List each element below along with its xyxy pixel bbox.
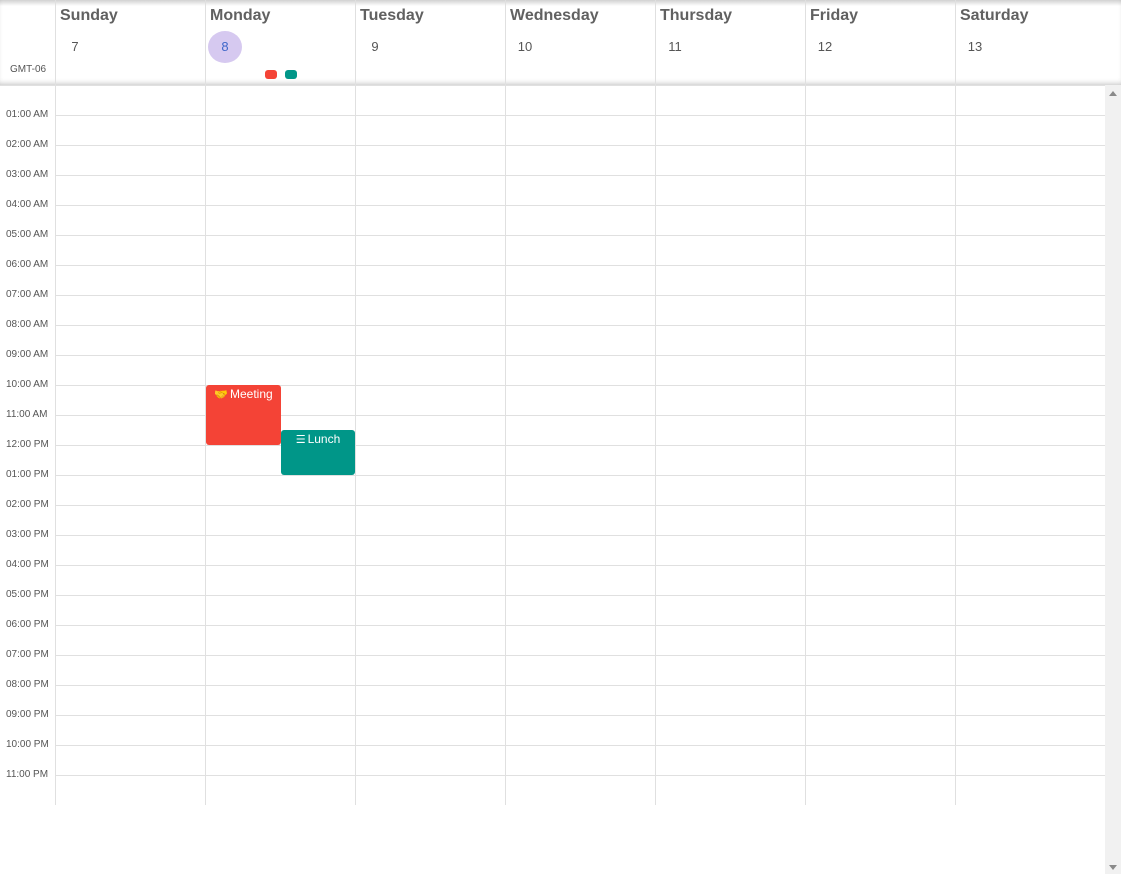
hour-gridline xyxy=(55,385,1105,386)
day-number[interactable]: 7 xyxy=(71,39,79,54)
day-column-saturday xyxy=(955,85,956,805)
day-header-tuesday[interactable]: Tuesday 9 xyxy=(355,0,505,85)
day-column-wednesday xyxy=(505,85,506,805)
time-label: 09:00 AM xyxy=(6,349,49,360)
day-number[interactable]: 9 xyxy=(371,39,379,54)
calendar-header: GMT-06 Sunday 7 Monday 8 Tuesday 9 Wedne… xyxy=(0,0,1121,86)
time-label: 08:00 PM xyxy=(6,679,49,690)
day-number[interactable]: 12 xyxy=(817,39,833,54)
time-label: 02:00 AM xyxy=(6,139,49,150)
time-grid[interactable]: 🤝 Meeting ☰ Lunch 01:00 AM 02:00 AM 03:00 AM… xyxy=(0,85,1105,805)
day-header-saturday[interactable]: Saturday 13 xyxy=(955,0,1105,85)
hour-gridline xyxy=(55,145,1105,146)
hour-gridline xyxy=(55,655,1105,656)
hour-gridline xyxy=(55,265,1105,266)
time-label: 07:00 AM xyxy=(6,289,49,300)
hour-gridline xyxy=(55,205,1105,206)
day-number[interactable]: 11 xyxy=(668,39,682,54)
vertical-scrollbar[interactable] xyxy=(1105,85,1121,874)
hour-gridline xyxy=(55,535,1105,536)
day-header-wednesday[interactable]: Wednesday 10 xyxy=(505,0,655,85)
hour-gridline xyxy=(55,415,1105,416)
time-label: 01:00 AM xyxy=(6,109,49,120)
scroll-up-icon[interactable] xyxy=(1109,91,1117,96)
time-label: 01:00 PM xyxy=(6,469,49,480)
day-column-sunday xyxy=(55,85,56,805)
header-shadow xyxy=(0,0,1121,6)
day-name: Wednesday xyxy=(510,7,599,24)
meeting-indicator-dot[interactable] xyxy=(265,70,277,79)
time-label: 05:00 AM xyxy=(6,229,49,240)
timezone-label: GMT-06 xyxy=(10,64,47,75)
day-header-sunday[interactable]: Sunday 7 xyxy=(55,0,205,85)
day-column-monday xyxy=(205,85,206,805)
hour-gridline xyxy=(55,685,1105,686)
hour-gridline xyxy=(55,325,1105,326)
time-label: 02:00 PM xyxy=(6,499,49,510)
hour-gridline xyxy=(55,115,1105,116)
day-column-thursday xyxy=(655,85,656,805)
hour-gridline xyxy=(55,595,1105,596)
time-label: 05:00 PM xyxy=(6,589,49,600)
time-label: 12:00 PM xyxy=(6,439,49,450)
hour-gridline xyxy=(55,175,1105,176)
event-lunch[interactable]: ☰ Lunch xyxy=(281,430,355,475)
day-name: Friday xyxy=(810,7,859,24)
day-name: Saturday xyxy=(960,7,1029,24)
day-name: Monday xyxy=(210,7,271,24)
hour-gridline xyxy=(55,475,1105,476)
time-label: 04:00 PM xyxy=(6,559,49,570)
time-label: 11:00 PM xyxy=(6,769,49,780)
day-number-today[interactable]: 8 xyxy=(208,31,242,63)
hour-gridline xyxy=(55,745,1105,746)
time-label: 04:00 AM xyxy=(6,199,49,210)
event-meeting[interactable]: 🤝 Meeting xyxy=(206,385,281,445)
day-header-monday[interactable]: Monday 8 xyxy=(205,0,355,85)
time-label: 10:00 PM xyxy=(6,739,49,750)
day-column-friday xyxy=(805,85,806,805)
hour-gridline xyxy=(55,505,1105,506)
time-label: 09:00 PM xyxy=(6,709,49,720)
hour-gridline xyxy=(55,715,1105,716)
hour-gridline xyxy=(55,565,1105,566)
time-label: 03:00 AM xyxy=(6,169,49,180)
day-number[interactable]: 13 xyxy=(967,39,983,54)
hour-gridline xyxy=(55,235,1105,236)
time-label: 06:00 AM xyxy=(6,259,49,270)
time-label: 03:00 PM xyxy=(6,529,49,540)
time-label: 06:00 PM xyxy=(6,619,49,630)
day-header-thursday[interactable]: Thursday 11 xyxy=(655,0,805,85)
time-label: 10:00 AM xyxy=(6,379,49,390)
event-title: Lunch xyxy=(307,432,341,446)
lunch-indicator-dot[interactable] xyxy=(285,70,297,79)
time-label: 08:00 AM xyxy=(6,319,49,330)
day-name: Thursday xyxy=(660,7,733,24)
hour-gridline xyxy=(55,775,1105,776)
scroll-down-icon[interactable] xyxy=(1109,865,1117,870)
hour-gridline xyxy=(55,625,1105,626)
day-name: Tuesday xyxy=(360,7,424,24)
day-header-friday[interactable]: Friday 12 xyxy=(805,0,955,85)
day-name: Sunday xyxy=(60,7,118,24)
hour-gridline xyxy=(55,445,1105,446)
day-column-tuesday xyxy=(355,85,356,805)
hour-gridline xyxy=(55,355,1105,356)
event-title: Meeting xyxy=(230,387,273,401)
hour-gridline xyxy=(55,295,1105,296)
burger-icon: ☰ xyxy=(295,434,306,446)
handshake-icon: 🤝 xyxy=(214,389,228,401)
time-label: 11:00 AM xyxy=(6,409,48,420)
day-number[interactable]: 10 xyxy=(517,39,533,54)
time-label: 07:00 PM xyxy=(6,649,49,660)
